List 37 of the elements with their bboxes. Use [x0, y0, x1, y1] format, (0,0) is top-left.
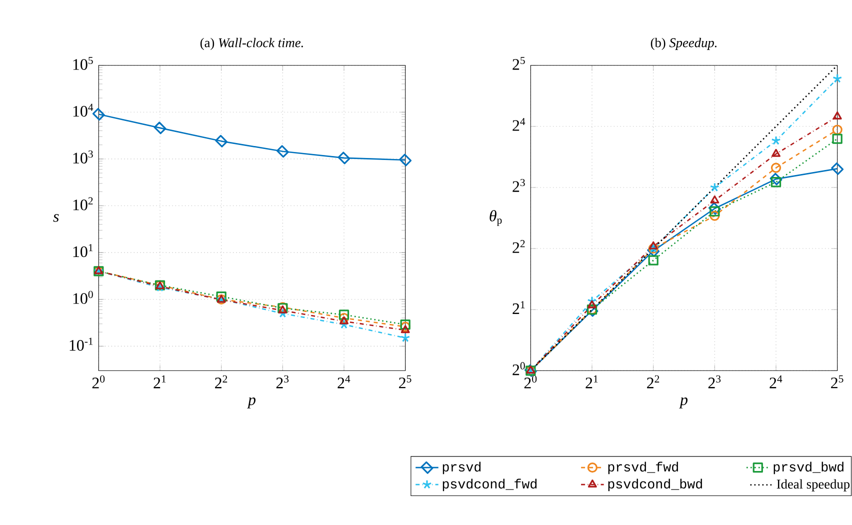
y-axis-title: θ$_{p}$ — [490, 210, 502, 226]
x-tick-label: 2$^{2}$ — [215, 375, 228, 388]
y-tick-label: 2$^{0}$ — [512, 362, 525, 376]
y-tick-label: 2$^{3}$ — [512, 178, 525, 192]
x-axis-title: p — [679, 397, 688, 408]
legend-label: psvdcond_bwd — [608, 478, 702, 492]
y-tick-label: 10$^{4}$ — [73, 104, 94, 117]
x-tick-label: 2$^{5}$ — [831, 375, 844, 388]
x-tick-label: 2$^{5}$ — [399, 375, 412, 388]
x-tick-label: 2$^{3}$ — [708, 375, 721, 388]
y-tick-label: 10$^{5}$ — [73, 56, 93, 70]
x-tick-label: 2$^{0}$ — [524, 375, 537, 388]
y-axis-title: s — [53, 214, 59, 222]
x-axis-title: p — [247, 397, 256, 408]
x-tick-label: 2$^{3}$ — [276, 375, 289, 388]
legend-label: prsvd — [442, 462, 481, 474]
legend-label: prsvd_fwd — [608, 462, 678, 474]
y-tick-label: 10$^{0}$ — [73, 290, 93, 304]
x-tick-label: 2$^{1}$ — [586, 375, 598, 388]
x-tick-label: 2$^{4}$ — [338, 375, 350, 388]
x-tick-label: 2$^{1}$ — [154, 375, 166, 388]
x-tick-label: 2$^{2}$ — [647, 375, 660, 388]
x-tick-label: 2$^{0}$ — [92, 375, 105, 388]
y-tick-label: 2$^{4}$ — [512, 118, 526, 131]
legend-label: Ideal speedup — [776, 479, 850, 492]
y-tick-label: 10$^{2}$ — [73, 197, 93, 210]
y-tick-label: 10$^{1}$ — [73, 244, 93, 258]
chart-title: (b) Speedup. — [650, 38, 716, 50]
y-tick-label: 10$^{-1}$ — [70, 338, 93, 351]
y-tick-label: 2$^{5}$ — [512, 56, 525, 70]
legend-label: psvdcond_fwd — [442, 478, 537, 492]
legend-label: prsvd_bwd — [774, 462, 844, 474]
y-tick-label: 2$^{1}$ — [512, 301, 525, 314]
y-tick-label: 10$^{3}$ — [73, 150, 93, 164]
y-tick-label: 2$^{2}$ — [512, 240, 525, 253]
chart-title: (a) Wall-clock time. — [200, 38, 303, 50]
x-tick-label: 2$^{4}$ — [770, 375, 782, 388]
